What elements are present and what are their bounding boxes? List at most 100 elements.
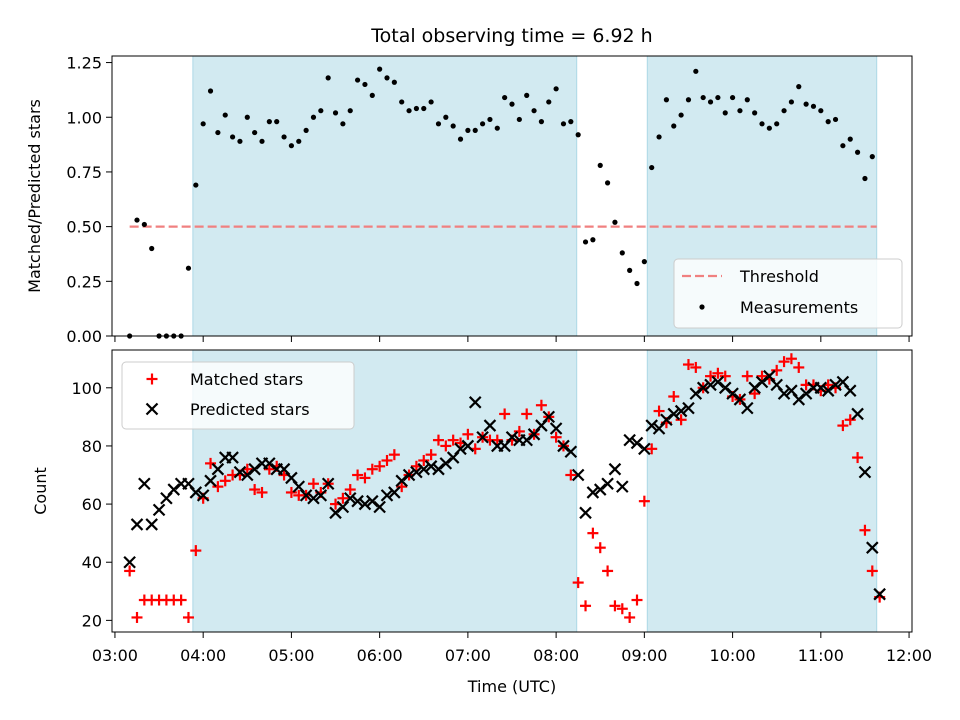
measurement-point bbox=[788, 99, 795, 105]
legend-predicted-marker bbox=[145, 402, 159, 416]
measurement-point bbox=[229, 134, 236, 140]
measurement-point bbox=[362, 81, 368, 88]
measurement-point bbox=[185, 265, 192, 271]
measurement-point bbox=[656, 134, 662, 140]
measurement-point bbox=[259, 138, 265, 144]
measurement-point bbox=[288, 143, 295, 149]
bottom-x-tick-label: 12:00 bbox=[886, 646, 932, 665]
measurement-point bbox=[443, 114, 449, 120]
bottom-x-tick-label: 09:00 bbox=[621, 646, 667, 665]
predicted-point bbox=[483, 419, 497, 432]
measurement-point bbox=[391, 79, 397, 85]
matched-point bbox=[388, 449, 400, 461]
matched-point bbox=[646, 443, 658, 455]
predicted-point bbox=[196, 489, 210, 502]
matched-point bbox=[616, 603, 628, 615]
predicted-point bbox=[571, 468, 585, 482]
measurement-point bbox=[413, 105, 420, 112]
measurement-point bbox=[766, 125, 772, 131]
predicted-point bbox=[601, 477, 614, 491]
matched-point bbox=[866, 565, 878, 577]
matched-point bbox=[837, 420, 849, 432]
matched-point bbox=[675, 414, 687, 426]
matched-point bbox=[741, 370, 753, 382]
predicted-point bbox=[608, 462, 622, 476]
measurement-point bbox=[825, 119, 831, 125]
matched-point bbox=[631, 594, 643, 606]
matched-point bbox=[256, 486, 268, 498]
top-y-tick-label: 0.50 bbox=[66, 218, 102, 237]
predicted-point bbox=[138, 477, 151, 491]
predicted-point bbox=[476, 430, 489, 444]
measurement-point bbox=[421, 105, 427, 112]
predicted-point bbox=[682, 401, 695, 415]
matched-point bbox=[366, 463, 378, 475]
matched-point bbox=[602, 565, 614, 577]
matched-point bbox=[844, 414, 856, 426]
predicted-point bbox=[204, 474, 217, 488]
matched-point bbox=[491, 434, 503, 446]
predicted-point bbox=[873, 587, 886, 601]
measurement-point bbox=[141, 221, 147, 228]
predicted-point bbox=[380, 489, 394, 502]
predicted-point bbox=[417, 462, 431, 476]
measurement-point bbox=[715, 94, 721, 101]
bottom-x-axis: 03:00 04:00 05:00 06:00 07:00 08:00 09:00 10:00… bbox=[92, 632, 932, 665]
measurement-point bbox=[428, 99, 434, 105]
predicted-point bbox=[829, 378, 842, 392]
measurement-point bbox=[818, 108, 824, 114]
bottom-legend: Matched stars Predicted stars bbox=[121, 361, 355, 430]
matched-point bbox=[381, 454, 393, 466]
matched-point bbox=[785, 353, 797, 365]
matched-point bbox=[175, 594, 187, 606]
matched-point bbox=[337, 492, 349, 504]
measurement-point bbox=[575, 132, 581, 138]
x-axis-label: Time (UTC) bbox=[467, 677, 556, 696]
measurement-point bbox=[487, 116, 493, 123]
bottom-panel: 20 40 60 80 100 03:00 04:00 05:00 06:00 07:00 08:… bbox=[31, 349, 932, 696]
matched-point bbox=[212, 481, 224, 493]
predicted-point bbox=[579, 506, 592, 520]
predicted-point bbox=[468, 396, 482, 409]
measurement-point bbox=[796, 84, 802, 90]
measurements-series bbox=[127, 66, 875, 339]
predicted-point bbox=[233, 465, 247, 479]
matched-point bbox=[690, 361, 702, 373]
legend-matched-marker bbox=[146, 373, 158, 385]
top-y-tick-label: 1.25 bbox=[66, 54, 102, 73]
measurement-point bbox=[847, 136, 853, 142]
matched-point bbox=[580, 600, 592, 612]
measurement-point bbox=[671, 123, 677, 129]
matched-point bbox=[587, 527, 599, 539]
top-x-ticks bbox=[114, 336, 910, 342]
bottom-y-axis-label: Count bbox=[31, 467, 50, 515]
predicted-point bbox=[211, 462, 225, 476]
measurement-point bbox=[729, 94, 736, 101]
measurement-point bbox=[590, 237, 596, 243]
measurement-point bbox=[244, 114, 250, 120]
matched-point bbox=[852, 452, 864, 464]
predicted-point bbox=[586, 486, 600, 499]
matched-point bbox=[624, 611, 636, 623]
measurement-point bbox=[215, 129, 221, 136]
measurement-point bbox=[193, 182, 199, 188]
matched-point bbox=[462, 428, 474, 440]
legend-measurements-label: Measurements bbox=[740, 298, 858, 317]
measurement-point bbox=[597, 162, 603, 168]
measurement-point bbox=[237, 138, 243, 144]
matched-point bbox=[359, 472, 371, 484]
measurement-point bbox=[509, 101, 515, 107]
measurement-point bbox=[406, 108, 412, 114]
matched-point bbox=[719, 370, 731, 382]
predicted-point bbox=[351, 494, 364, 508]
measurement-point bbox=[538, 119, 545, 125]
top-y-tick-label: 1.00 bbox=[66, 108, 102, 127]
top-y-tick-label: 0.75 bbox=[66, 163, 102, 182]
measurement-point bbox=[318, 108, 324, 114]
measurement-point bbox=[604, 180, 611, 186]
matched-point bbox=[859, 524, 871, 536]
predicted-point bbox=[343, 491, 357, 505]
matched-point bbox=[285, 486, 297, 498]
bottom-x-tick-label: 06:00 bbox=[357, 646, 403, 665]
